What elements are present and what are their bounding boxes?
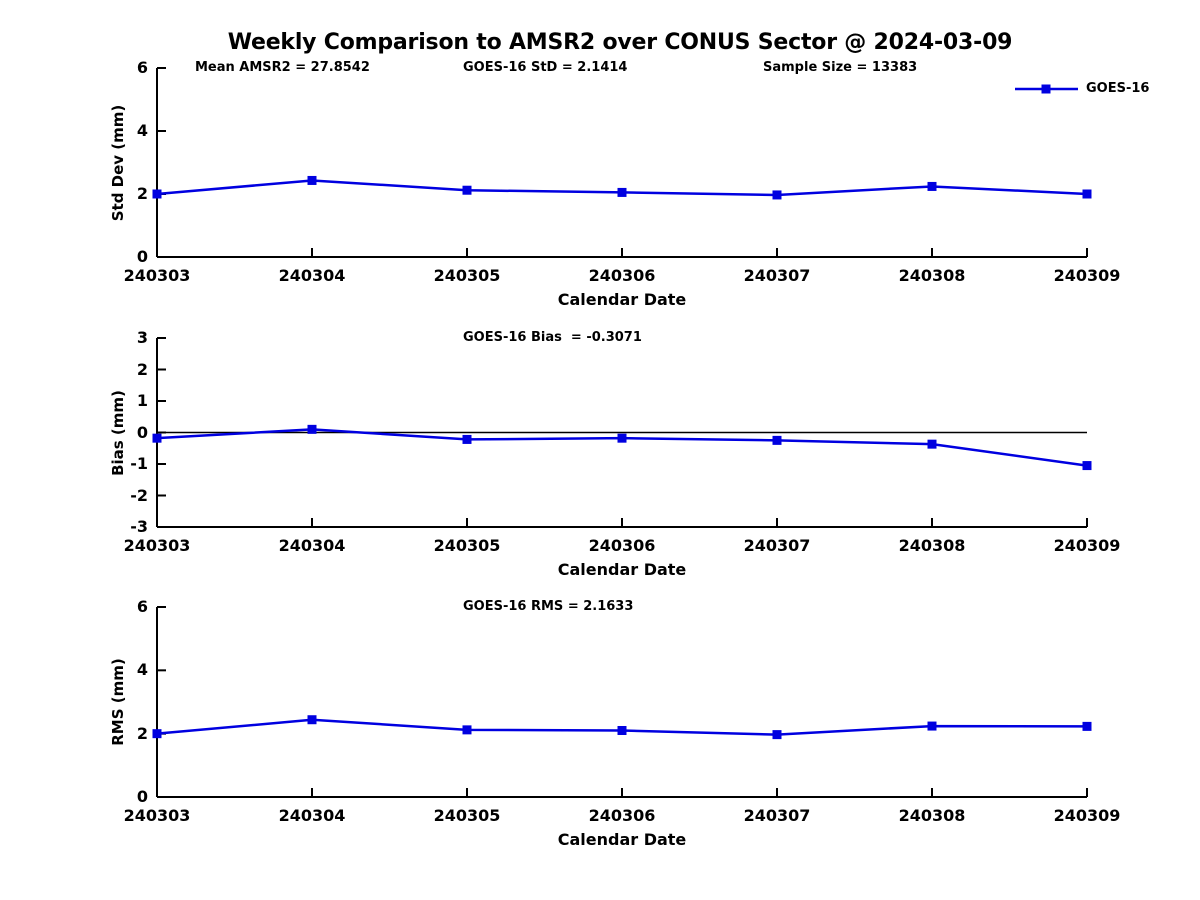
rms-x-tick-label: 240307 [743, 806, 811, 825]
legend-label: GOES-16 [1086, 81, 1150, 96]
bias-y-tick-label: 2 [136, 359, 148, 379]
rms-GOES-16-marker [772, 730, 782, 740]
std-dev-x-tick-label: 240308 [898, 266, 966, 285]
bias-GOES-16-marker [462, 434, 472, 444]
rms-x-tick-label: 240309 [1053, 806, 1121, 825]
std-dev-x-tick-label: 240303 [123, 266, 191, 285]
std-dev-annotation: Mean AMSR2 = 27.8542 [195, 60, 370, 75]
bias-x-tick-label: 240306 [588, 536, 656, 555]
bias-y-tick-label: 1 [136, 391, 148, 410]
bias-y-tick-label: 0 [136, 422, 148, 442]
std-dev-x-tick-label: 240307 [743, 266, 811, 285]
rms-GOES-16-marker [462, 725, 472, 735]
rms-GOES-16-marker [1082, 721, 1092, 731]
rms-x-tick-label: 240308 [898, 806, 966, 825]
rms-GOES-16-marker [307, 715, 317, 725]
bias-GOES-16-marker [927, 439, 937, 449]
rms-x-tick-label: 240306 [588, 806, 656, 825]
rms-y-axis-title: RMS (mm) [109, 658, 127, 746]
bias-x-tick-label: 240303 [123, 536, 191, 555]
bias-x-tick-label: 240305 [433, 536, 501, 555]
bias-GOES-16-marker [152, 433, 162, 443]
std-dev-x-tick-label: 240304 [278, 266, 346, 285]
bias-x-tick-label: 240308 [898, 536, 966, 555]
bias-GOES-16-marker [772, 435, 782, 445]
std-dev-x-tick-label: 240305 [433, 266, 501, 285]
bias-y-tick-label: -3 [130, 517, 148, 536]
bias-x-tick-label: 240304 [278, 536, 346, 555]
rms-y-tick-label: 6 [136, 597, 148, 616]
bias-y-axis-title: Bias (mm) [109, 389, 127, 476]
std-dev-y-tick-label: 4 [136, 121, 148, 140]
rms-GOES-16-marker [152, 729, 162, 739]
bias-annotation: GOES-16 Bias = -0.3071 [463, 330, 642, 345]
rms-y-tick-label: 0 [136, 787, 148, 806]
bias-y-tick-label: 3 [136, 328, 148, 347]
rms-x-tick-label: 240304 [278, 806, 346, 825]
rms-y-tick-label: 4 [136, 660, 148, 680]
bias-x-tick-label: 240309 [1053, 536, 1121, 555]
rms-GOES-16-marker [927, 721, 937, 731]
bias-x-axis-title: Calendar Date [557, 560, 687, 579]
rms-x-axis-title: Calendar Date [557, 830, 687, 849]
bias-GOES-16-marker [307, 424, 317, 434]
std-dev-annotation: Sample Size = 13383 [763, 60, 918, 75]
std-dev-GOES-16-marker [152, 189, 162, 199]
std-dev-y-axis-title: Std Dev (mm) [109, 104, 127, 221]
std-dev-x-tick-label: 240309 [1053, 266, 1121, 285]
std-dev-annotation: GOES-16 StD = 2.1414 [463, 60, 628, 75]
std-dev-x-axis-title: Calendar Date [557, 290, 687, 309]
rms-y-tick-label: 2 [136, 723, 148, 743]
bias-GOES-16-marker [1082, 461, 1092, 471]
rms-x-tick-label: 240305 [433, 806, 501, 825]
rms-x-tick-label: 240303 [123, 806, 191, 825]
bias-x-tick-label: 240307 [743, 536, 811, 555]
bias-GOES-16-marker [617, 433, 627, 443]
std-dev-GOES-16-marker [307, 175, 317, 185]
std-dev-y-tick-label: 6 [136, 58, 148, 77]
rms-annotation: GOES-16 RMS = 2.1633 [463, 599, 634, 614]
std-dev-GOES-16-marker [617, 187, 627, 197]
legend-marker-sample [1041, 84, 1051, 94]
rms-GOES-16-marker [617, 726, 627, 735]
chart-title: Weekly Comparison to AMSR2 over CONUS Se… [227, 30, 1013, 55]
std-dev-x-tick-label: 240306 [588, 266, 656, 285]
std-dev-GOES-16-marker [462, 185, 472, 195]
std-dev-y-tick-label: 2 [136, 184, 148, 203]
std-dev-GOES-16-marker [1082, 189, 1092, 199]
std-dev-GOES-16-marker [772, 190, 782, 200]
bias-y-tick-label: -1 [130, 454, 148, 473]
bias-y-tick-label: -2 [130, 485, 148, 505]
std-dev-y-tick-label: 0 [136, 247, 148, 266]
std-dev-GOES-16-marker [927, 181, 937, 191]
